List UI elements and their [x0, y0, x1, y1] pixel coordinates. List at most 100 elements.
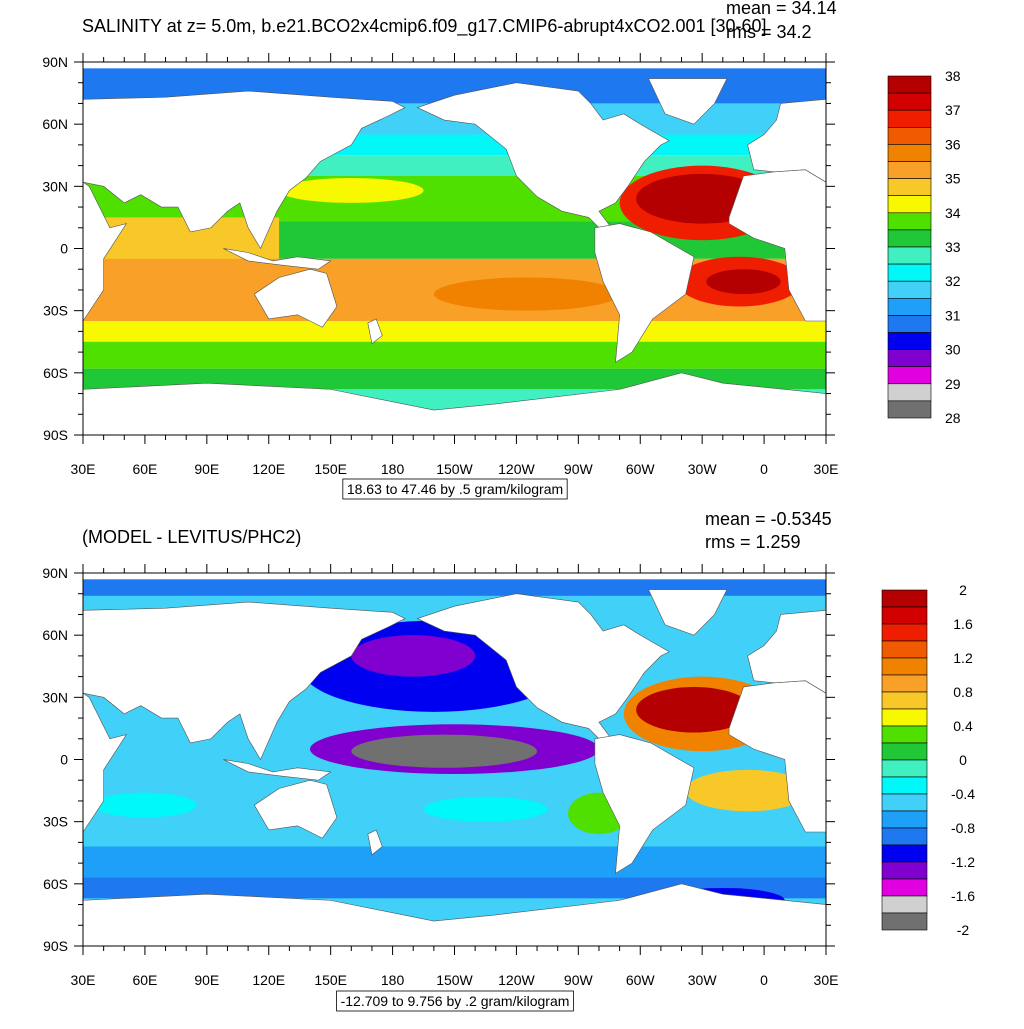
colorbar-label: 0.4 — [953, 718, 973, 734]
colorbar-label: 29 — [945, 376, 961, 392]
colorbar-box — [881, 640, 928, 659]
colorbar-label: 31 — [945, 307, 961, 323]
colorbar-box — [887, 366, 932, 385]
lat-label: 0 — [60, 241, 68, 257]
colorbar-box — [887, 75, 932, 94]
difference-field — [83, 573, 827, 946]
lon-label: 30E — [71, 461, 96, 477]
colorbar-box — [881, 759, 928, 778]
colorbar-label: 32 — [945, 273, 961, 289]
contour-info-box — [336, 990, 574, 1012]
lon-label: 30E — [71, 972, 96, 988]
colorbar-box — [887, 383, 932, 402]
lon-label: 60E — [132, 972, 157, 988]
lon-label: 30E — [814, 972, 839, 988]
lon-label: 150E — [314, 461, 347, 477]
colorbar-label: 0 — [959, 752, 967, 768]
lat-label: 30N — [42, 178, 68, 194]
colorbar-box — [881, 810, 928, 829]
lon-label: 90E — [194, 972, 219, 988]
lon-label: 90W — [564, 461, 594, 477]
colorbar-box — [881, 589, 928, 608]
colorbar-box — [881, 674, 928, 693]
panel-title: (MODEL - LEVITUS/PHC2) — [82, 527, 301, 547]
colorbar-box — [887, 315, 932, 333]
colorbar-label: 30 — [945, 342, 961, 358]
colorbar-box — [887, 280, 932, 299]
colorbar-label: 34 — [945, 205, 961, 221]
lon-label: 30W — [688, 972, 718, 988]
lat-label: 90N — [42, 54, 68, 70]
colorbar-box — [887, 144, 932, 162]
colorbar-label: 35 — [945, 171, 961, 187]
colorbar-label: 36 — [945, 136, 961, 152]
lon-label: 60E — [132, 461, 157, 477]
rms-label: rms = 34.2 — [726, 22, 812, 42]
colorbar-box — [881, 708, 928, 727]
colorbar-label: 1.2 — [953, 650, 973, 666]
mean-label: mean = -0.5345 — [705, 509, 832, 529]
lat-label: 30N — [42, 689, 68, 705]
lon-label: 120E — [252, 972, 285, 988]
colorbar-box — [881, 657, 928, 676]
lon-label: 180 — [381, 461, 405, 477]
colorbar-box — [881, 827, 928, 846]
colorbar-label: 38 — [945, 68, 961, 84]
lon-label: 60W — [626, 461, 656, 477]
lon-label: 0 — [760, 972, 768, 988]
colorbar-box — [887, 229, 932, 248]
lon-label: 90E — [194, 461, 219, 477]
lon-label: 30E — [814, 461, 839, 477]
salinity-field — [83, 62, 827, 435]
colorbar-box — [887, 195, 932, 214]
colorbar-label: 28 — [945, 410, 961, 426]
colorbar-box — [881, 878, 928, 897]
colorbar-box — [881, 776, 928, 795]
colorbar-box — [887, 161, 932, 179]
lon-label: 150W — [436, 461, 473, 477]
lat-label: 60N — [42, 627, 68, 643]
colorbar-box — [887, 297, 932, 316]
colorbar-label: 1.6 — [953, 616, 973, 632]
lon-label: 60W — [626, 972, 656, 988]
contour-info: 18.63 to 47.46 by .5 gram/kilogram — [347, 481, 563, 497]
lon-label: 120W — [498, 461, 535, 477]
colorbar-label: 2 — [959, 582, 967, 598]
colorbar-label: -2 — [957, 922, 970, 938]
lon-label: 150W — [436, 972, 473, 988]
colorbar-box — [887, 109, 932, 128]
mean-label: mean = 34.14 — [726, 0, 837, 18]
colorbar-label: 33 — [945, 239, 961, 255]
colorbar-box — [887, 127, 932, 145]
colorbar-label: -0.4 — [951, 786, 975, 802]
lon-label: 30W — [688, 461, 718, 477]
lat-label: 30S — [43, 814, 68, 830]
colorbar-box — [887, 92, 932, 111]
colorbar-box — [887, 400, 932, 419]
lon-label: 150E — [314, 972, 347, 988]
colorbar-box — [881, 606, 928, 625]
lon-label: 120W — [498, 972, 535, 988]
colorbar-label: 0.8 — [953, 684, 973, 700]
colorbar-box — [881, 725, 928, 744]
lat-label: 60S — [43, 876, 68, 892]
colorbar-box — [881, 691, 928, 710]
colorbar-box — [881, 861, 928, 880]
lon-label: 90W — [564, 972, 594, 988]
colorbar-box — [887, 178, 932, 197]
panel-title: SALINITY at z= 5.0m, b.e21.BCO2x4cmip6.f… — [82, 16, 767, 37]
contour-info-box — [342, 478, 568, 500]
lon-label: 0 — [760, 461, 768, 477]
colorbar-label: -0.8 — [951, 820, 975, 836]
colorbar-label: -1.6 — [951, 888, 975, 904]
colorbar-box — [881, 742, 928, 761]
lon-label: 120E — [252, 461, 285, 477]
colorbar-box — [887, 246, 932, 265]
colorbar-box — [881, 793, 928, 812]
lat-label: 60S — [43, 365, 68, 381]
colorbar-box — [881, 844, 928, 863]
lat-label: 60N — [42, 116, 68, 132]
colorbar-box — [887, 263, 932, 282]
